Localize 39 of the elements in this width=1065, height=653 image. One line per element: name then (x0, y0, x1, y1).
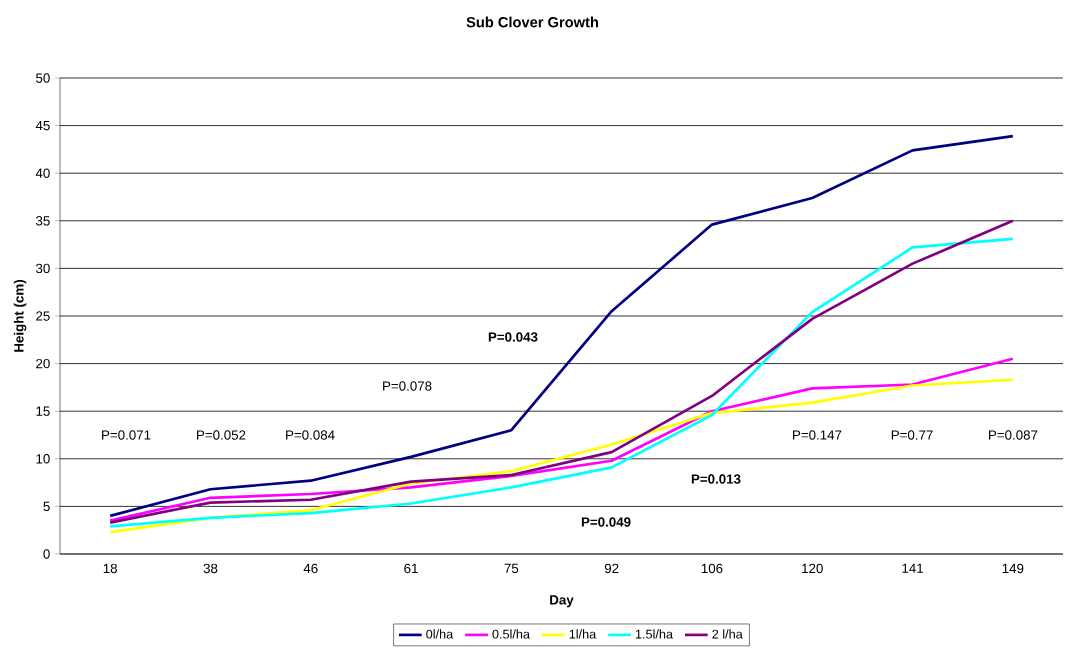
y-tick-label: 10 (36, 454, 50, 464)
y-tick-label: 50 (36, 73, 50, 83)
annotation: P=0.078 (383, 381, 432, 391)
annotation: P=0.043 (488, 332, 538, 342)
y-axis-title: Height (cm) (13, 280, 27, 352)
annotation: P=0.147 (793, 430, 842, 440)
legend-label: 0l/ha (426, 629, 454, 639)
annotation: P=0.052 (197, 430, 246, 440)
x-tick-label: 46 (303, 563, 318, 574)
annotation: P=0.087 (989, 430, 1038, 440)
x-tick-label: 141 (902, 563, 924, 573)
annotation: P=0.77 (891, 430, 933, 440)
x-tick-label: 18 (103, 563, 117, 574)
x-tick-label: 149 (1002, 563, 1024, 574)
x-axis-title: Day (550, 595, 574, 608)
legend-label: 2 l/ha (712, 629, 743, 639)
annotation: P=0.049 (581, 517, 631, 527)
x-tick-label: 61 (404, 563, 418, 574)
y-tick-label: 15 (36, 406, 50, 416)
y-tick-label: 30 (35, 263, 50, 274)
y-tick-label: 25 (36, 311, 50, 321)
legend-label: 1l/ha (569, 629, 597, 639)
x-tick-label: 38 (203, 563, 218, 574)
y-tick-label: 40 (35, 168, 50, 178)
legend-label: 0.5l/ha (492, 629, 530, 639)
x-tick-label: 120 (802, 563, 823, 574)
x-tick-label: 92 (604, 563, 619, 574)
y-tick-label: 45 (35, 120, 50, 131)
y-tick-label: 5 (43, 501, 50, 512)
legend-label: 1.5l/ha (635, 629, 673, 639)
y-tick-label: 0 (43, 549, 50, 559)
annotation: P=0.071 (102, 430, 151, 440)
x-tick-label: 75 (504, 563, 519, 573)
annotation: P=0.084 (286, 430, 335, 440)
annotation: P=0.013 (691, 474, 741, 484)
y-tick-label: 20 (36, 358, 50, 369)
chart-title: Sub Clover Growth (466, 16, 598, 28)
y-tick-label: 35 (35, 216, 50, 226)
x-tick-label: 106 (701, 563, 723, 574)
